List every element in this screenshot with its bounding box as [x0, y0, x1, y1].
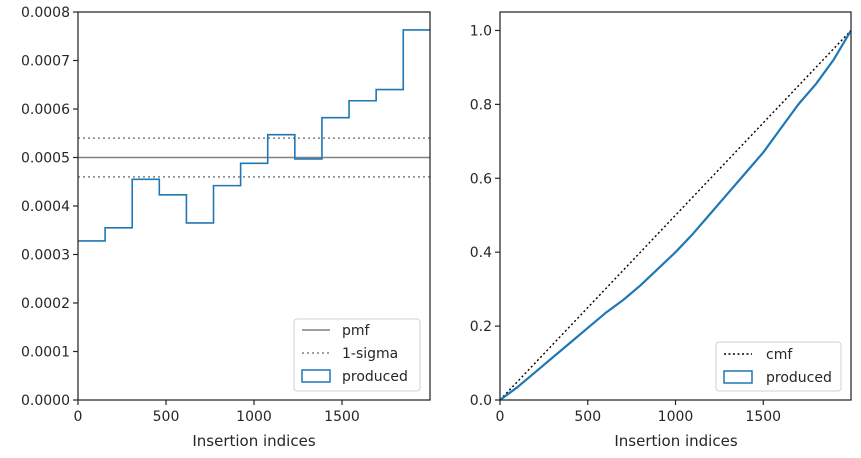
right-x-tick-label: 500 [574, 409, 601, 425]
right-cumulative-chart: 0 500 1000 1500 0.0 0.2 0.4 0.6 0.8 1.0 Insertion… [470, 11, 852, 450]
left-y-tick-label: 0.0002 [21, 296, 70, 312]
legend-produced-swatch [301, 369, 331, 383]
produced-cumulative-line [499, 29, 852, 401]
left-x-tick-label: 1500 [324, 409, 360, 425]
legend-produced-label-right: produced [766, 370, 832, 386]
right-legend: cmf produced [715, 341, 842, 392]
right-y-tick-label: 1.0 [470, 23, 492, 39]
right-y-tick-label: 0.2 [470, 319, 492, 335]
right-y-tick-label: 0.6 [470, 171, 492, 187]
left-x-axis-label: Insertion indices [192, 432, 315, 450]
left-legend: pmf 1-sigma produced [293, 318, 421, 392]
left-y-tick-label: 0.0003 [21, 248, 70, 264]
right-x-axis-label: Insertion indices [614, 432, 737, 450]
left-x-tick-label: 500 [153, 409, 180, 425]
left-x-tick-label: 1000 [236, 409, 272, 425]
legend-cmf-label: cmf [766, 347, 793, 363]
right-x-tick-label: 0 [496, 409, 505, 425]
right-y-tick-label: 0.4 [470, 245, 492, 261]
legend-pmf-label: pmf [342, 323, 371, 339]
left-y-tick-label: 0.0001 [21, 345, 70, 361]
right-ticks: 0 500 1000 1500 0.0 0.2 0.4 0.6 0.8 1.0 [470, 23, 781, 425]
left-ticks: 0 500 1000 1500 0.0000 0.0001 0.0002 0.0003 0.00… [21, 5, 360, 425]
legend-produced-label: produced [342, 369, 408, 385]
left-histogram-chart: 0 500 1000 1500 0.0000 0.0001 0.0002 0.0003 0.00… [21, 5, 431, 450]
right-data-marks [499, 29, 852, 401]
produced-histogram-step [78, 29, 430, 242]
left-y-tick-label: 0.0004 [21, 199, 70, 215]
left-x-tick-label: 0 [74, 409, 83, 425]
right-x-tick-label: 1000 [658, 409, 694, 425]
left-y-tick-label: 0.0007 [21, 54, 70, 70]
right-y-tick-label: 0.0 [470, 393, 492, 409]
left-legend-box [293, 318, 421, 392]
left-data-marks [78, 29, 430, 242]
right-x-tick-label: 1500 [745, 409, 781, 425]
cmf-line [499, 29, 852, 401]
left-y-tick-label: 0.0000 [21, 393, 70, 409]
legend-produced-swatch-right [723, 370, 753, 384]
legend-1-sigma-label: 1-sigma [342, 346, 398, 362]
left-y-tick-label: 0.0006 [21, 102, 70, 118]
left-y-tick-label: 0.0005 [21, 151, 70, 167]
right-y-tick-label: 0.8 [470, 97, 492, 113]
left-y-tick-label: 0.0008 [21, 5, 70, 21]
